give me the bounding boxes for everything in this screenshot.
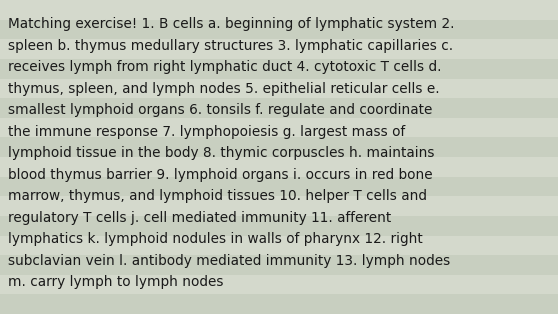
- Text: regulatory T cells j. cell mediated immunity 11. afferent: regulatory T cells j. cell mediated immu…: [8, 211, 391, 225]
- Text: receives lymph from right lymphatic duct 4. cytotoxic T cells d.: receives lymph from right lymphatic duct…: [8, 60, 441, 74]
- Bar: [0, 19, 558, 39]
- Bar: [0, 255, 558, 275]
- Text: Matching exercise! 1. B cells a. beginning of lymphatic system 2.: Matching exercise! 1. B cells a. beginni…: [8, 17, 454, 31]
- Text: lymphatics k. lymphoid nodules in walls of pharynx 12. right: lymphatics k. lymphoid nodules in walls …: [8, 232, 422, 246]
- Bar: [0, 98, 558, 118]
- Bar: [0, 157, 558, 176]
- Bar: [0, 295, 558, 314]
- Text: m. carry lymph to lymph nodes: m. carry lymph to lymph nodes: [8, 275, 223, 290]
- Text: spleen b. thymus medullary structures 3. lymphatic capillaries c.: spleen b. thymus medullary structures 3.…: [8, 39, 453, 53]
- Bar: [0, 138, 558, 157]
- Text: subclavian vein l. antibody mediated immunity 13. lymph nodes: subclavian vein l. antibody mediated imm…: [8, 254, 450, 268]
- Text: the immune response 7. lymphopoiesis g. largest mass of: the immune response 7. lymphopoiesis g. …: [8, 125, 405, 139]
- Bar: [0, 216, 558, 236]
- Bar: [0, 0, 558, 19]
- Text: marrow, thymus, and lymphoid tissues 10. helper T cells and: marrow, thymus, and lymphoid tissues 10.…: [8, 189, 427, 203]
- Bar: [0, 118, 558, 138]
- Bar: [0, 78, 558, 98]
- Bar: [0, 59, 558, 78]
- Text: smallest lymphoid organs 6. tonsils f. regulate and coordinate: smallest lymphoid organs 6. tonsils f. r…: [8, 103, 432, 117]
- Text: thymus, spleen, and lymph nodes 5. epithelial reticular cells e.: thymus, spleen, and lymph nodes 5. epith…: [8, 82, 440, 96]
- Bar: [0, 236, 558, 255]
- Bar: [0, 39, 558, 59]
- Text: lymphoid tissue in the body 8. thymic corpuscles h. maintains: lymphoid tissue in the body 8. thymic co…: [8, 146, 434, 160]
- Bar: [0, 196, 558, 216]
- Bar: [0, 176, 558, 196]
- Text: blood thymus barrier 9. lymphoid organs i. occurs in red bone: blood thymus barrier 9. lymphoid organs …: [8, 168, 432, 182]
- Bar: [0, 275, 558, 295]
